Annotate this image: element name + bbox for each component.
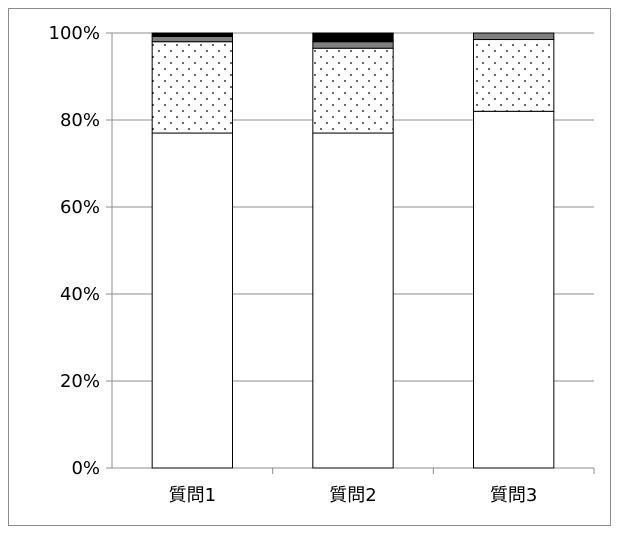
y-tick-label: 20% (60, 371, 100, 392)
x-tick-label: 質問3 (490, 485, 537, 506)
bar-segment (312, 32, 394, 43)
bar-segment (473, 110, 555, 469)
bar-segment (312, 41, 394, 49)
y-tick-label: 80% (60, 110, 100, 131)
bars (151, 32, 555, 469)
bar-segment (151, 132, 234, 469)
x-tick-label: 質問1 (169, 485, 216, 506)
bar-segment (312, 47, 394, 134)
y-tick-label: 60% (60, 197, 100, 218)
bar-segment (151, 32, 234, 37)
y-tick-label: 40% (60, 284, 100, 305)
y-tick-label: 0% (71, 458, 100, 479)
bar-segment (151, 35, 234, 43)
tick-labels: 0% 20% 40% 60% 80% 100% 質問1 質問2 質問3 (49, 23, 538, 506)
y-tick-label: 100% (49, 23, 100, 44)
x-tick-label: 質問2 (329, 485, 376, 506)
bar-segment (473, 39, 555, 112)
bar-segment (151, 41, 234, 134)
bar-segment (473, 32, 555, 41)
bar-segment (312, 132, 394, 469)
